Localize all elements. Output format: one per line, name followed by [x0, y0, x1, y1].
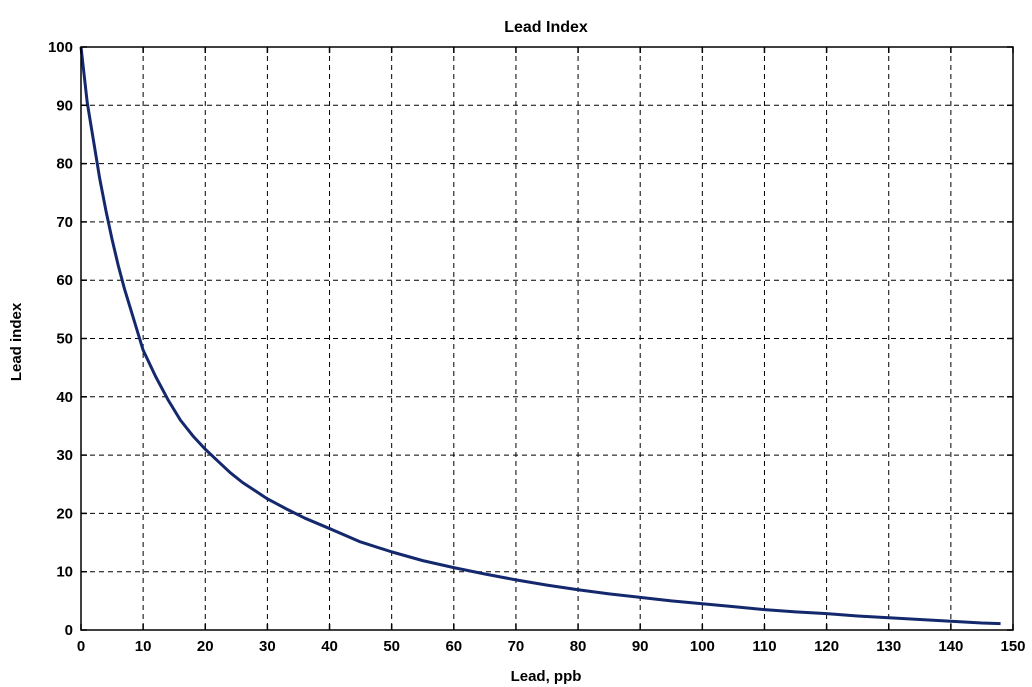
x-tick-label: 10	[135, 638, 152, 655]
x-tick-label: 150	[1000, 638, 1025, 655]
series-layer	[79, 46, 1001, 626]
x-tick-label: 100	[690, 638, 715, 655]
x-tick-label: 90	[632, 638, 649, 655]
y-tick-label: 30	[56, 447, 73, 464]
y-tick-label: 50	[56, 331, 73, 348]
y-tick-label: 90	[56, 97, 73, 114]
lead-index-curve	[79, 46, 1001, 626]
x-tick-label: 60	[445, 638, 462, 655]
x-tick-label: 80	[570, 638, 587, 655]
y-tick-label: 80	[56, 156, 73, 173]
x-tick-label: 120	[814, 638, 839, 655]
y-tick-label: 40	[56, 389, 73, 406]
x-tick-label: 50	[383, 638, 400, 655]
y-tick-label: 10	[56, 564, 73, 581]
x-tick-label: 40	[321, 638, 338, 655]
x-tick-label: 20	[197, 638, 214, 655]
x-axis-label: Lead, ppb	[511, 668, 582, 685]
y-tick-label: 100	[48, 39, 73, 56]
y-tick-label: 70	[56, 214, 73, 231]
x-tick-label: 130	[876, 638, 901, 655]
x-tick-label: 70	[508, 638, 525, 655]
grid-lines	[81, 47, 1013, 630]
x-tick-label: 0	[77, 638, 85, 655]
x-axis-tick-labels: 0 10 20 30 40 50 60 70 80 90 100 110 120 130 140 150	[77, 638, 1026, 655]
x-tick-label: 140	[938, 638, 963, 655]
x-tick-label: 110	[752, 638, 776, 655]
y-axis-label: Lead index	[8, 302, 25, 381]
y-tick-label: 20	[56, 505, 73, 522]
y-axis-tick-labels: 0 10 20 30 40 50 60 70 80 90 100	[48, 39, 73, 639]
y-tick-label: 0	[65, 622, 73, 639]
y-tick-label: 60	[56, 272, 73, 289]
chart-title: Lead Index	[504, 19, 588, 36]
x-tick-label: 30	[259, 638, 276, 655]
axis-ticks	[80, 46, 1014, 631]
